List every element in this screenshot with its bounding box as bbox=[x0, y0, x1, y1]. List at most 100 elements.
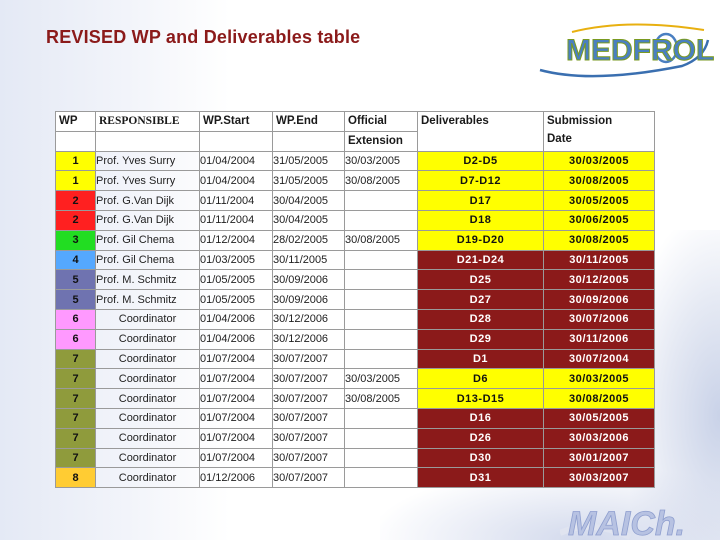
wp-end-cell: 30/09/2006 bbox=[272, 289, 345, 310]
responsible-cell: Coordinator bbox=[95, 427, 200, 449]
submission-date-cell: 30/03/2005 bbox=[543, 150, 655, 172]
header-wp-end: WP.End bbox=[272, 111, 345, 132]
wp-end-cell: 30/07/2007 bbox=[272, 407, 345, 429]
wp-start-cell: 01/04/2006 bbox=[199, 308, 273, 330]
submission-date-cell: 30/08/2005 bbox=[543, 229, 655, 251]
wp-cell: 7 bbox=[55, 407, 96, 429]
wp-end-cell: 31/05/2005 bbox=[272, 170, 345, 192]
wp-end-cell: 30/07/2007 bbox=[272, 447, 345, 469]
table-row: 1 Prof. Yves Surry 01/04/2004 31/05/2005 30/… bbox=[55, 150, 655, 172]
responsible-cell: Coordinator bbox=[95, 308, 200, 330]
header-responsible: RESPONSIBLE bbox=[95, 111, 200, 132]
header-deliverables: Deliverables bbox=[417, 111, 544, 152]
table-row: 4 Prof. Gil Chema 01/03/2005 30/11/2005 D21-… bbox=[55, 249, 655, 271]
wp-cell: 1 bbox=[55, 170, 96, 192]
wp-end-cell: 30/04/2005 bbox=[272, 209, 345, 231]
wp-cell: 1 bbox=[55, 150, 96, 172]
deliverables-cell: D29 bbox=[417, 328, 544, 350]
wp-cell: 3 bbox=[55, 229, 96, 251]
wp-end-cell: 30/07/2007 bbox=[272, 348, 345, 370]
wp-end-cell: 30/12/2006 bbox=[272, 308, 345, 330]
table-row: 7 Coordinator 01/07/2004 30/07/2007 D16 30/05… bbox=[55, 407, 655, 429]
responsible-cell: Prof. M. Schmitz bbox=[95, 269, 200, 291]
maich-logo: MAICh. bbox=[560, 505, 685, 540]
submission-date-cell: 30/07/2006 bbox=[543, 308, 655, 330]
deliverables-cell: D18 bbox=[417, 209, 544, 231]
table-row: 7 Coordinator 01/07/2004 30/07/2007 D1 30/07/… bbox=[55, 348, 655, 370]
header-wp-start: WP.Start bbox=[199, 111, 273, 132]
wp-end-cell: 30/04/2005 bbox=[272, 190, 345, 211]
table-row: 8 Coordinator 01/12/2006 30/07/2007 D31 30/03… bbox=[55, 467, 655, 489]
wp-start-cell: 01/05/2005 bbox=[199, 269, 273, 291]
header-empty-wp bbox=[55, 130, 96, 152]
wp-start-cell: 01/07/2004 bbox=[199, 368, 273, 390]
extension-cell: 30/08/2005 bbox=[344, 388, 418, 409]
wp-cell: 6 bbox=[55, 328, 96, 350]
wp-start-cell: 01/07/2004 bbox=[199, 407, 273, 429]
submission-date-cell: 30/06/2005 bbox=[543, 209, 655, 231]
deliverables-cell: D6 bbox=[417, 368, 544, 390]
deliverables-cell: D7-D12 bbox=[417, 170, 544, 192]
table-row: 7 Coordinator 01/07/2004 30/07/2007 30/03/20… bbox=[55, 368, 655, 390]
extension-cell bbox=[344, 467, 418, 489]
wp-end-cell: 30/07/2007 bbox=[272, 427, 345, 449]
wp-cell: 7 bbox=[55, 447, 96, 469]
responsible-cell: Prof. M. Schmitz bbox=[95, 289, 200, 310]
slide-title: REVISED WP and Deliverables table bbox=[46, 27, 361, 47]
table-row: 5 Prof. M. Schmitz 01/05/2005 30/09/2006 D25… bbox=[55, 269, 655, 291]
wp-end-cell: 30/12/2006 bbox=[272, 328, 345, 350]
header-row-1: WP RESPONSIBLE WP.Start WP.End Official … bbox=[55, 111, 655, 152]
deliverables-cell: D31 bbox=[417, 467, 544, 489]
deliverables-cell: D25 bbox=[417, 269, 544, 291]
table-row: 3 Prof. Gil Chema 01/12/2004 28/02/2005 30/0… bbox=[55, 229, 655, 251]
wp-end-cell: 30/11/2005 bbox=[272, 249, 345, 271]
wp-start-cell: 01/11/2004 bbox=[199, 209, 273, 231]
logo-wordmark: MEDFROL bbox=[566, 34, 714, 67]
wp-start-cell: 01/04/2006 bbox=[199, 328, 273, 350]
table-row: 2 Prof. G.Van Dijk 01/11/2004 30/04/2005 D18… bbox=[55, 209, 655, 231]
deliverables-cell: D1 bbox=[417, 348, 544, 370]
deliverables-cell: D27 bbox=[417, 289, 544, 310]
header-empty-end bbox=[272, 130, 345, 152]
responsible-cell: Coordinator bbox=[95, 407, 200, 429]
wp-cell: 8 bbox=[55, 467, 96, 489]
table-row: 2 Prof. G.Van Dijk 01/11/2004 30/04/2005 D17… bbox=[55, 190, 655, 211]
deliverables-cell: D28 bbox=[417, 308, 544, 330]
wp-cell: 7 bbox=[55, 368, 96, 390]
submission-date-cell: 30/01/2007 bbox=[543, 447, 655, 469]
extension-cell: 30/03/2005 bbox=[344, 368, 418, 390]
header-extension: Extension bbox=[344, 130, 418, 152]
table-row: 1 Prof. Yves Surry 01/04/2004 31/05/2005 30/… bbox=[55, 170, 655, 192]
logo-wave-icon bbox=[560, 523, 632, 540]
deliverables-cell: D13-D15 bbox=[417, 388, 544, 409]
responsible-cell: Prof. Gil Chema bbox=[95, 229, 200, 251]
deliverables-cell: D16 bbox=[417, 407, 544, 429]
wp-start-cell: 01/05/2005 bbox=[199, 289, 273, 310]
submission-date-cell: 30/08/2005 bbox=[543, 170, 655, 192]
wp-cell: 5 bbox=[55, 269, 96, 291]
submission-date-cell: 30/11/2005 bbox=[543, 249, 655, 271]
table-row: 6 Coordinator 01/04/2006 30/12/2006 D28 30/07… bbox=[55, 308, 655, 330]
submission-date-cell: 30/03/2007 bbox=[543, 467, 655, 489]
deliverables-cell: D17 bbox=[417, 190, 544, 211]
submission-date-cell: 30/08/2005 bbox=[543, 388, 655, 409]
extension-cell bbox=[344, 269, 418, 291]
wp-end-cell: 30/07/2007 bbox=[272, 368, 345, 390]
wp-start-cell: 01/07/2004 bbox=[199, 388, 273, 409]
responsible-cell: Coordinator bbox=[95, 447, 200, 469]
submission-date-cell: 30/09/2006 bbox=[543, 289, 655, 310]
responsible-cell: Prof. Gil Chema bbox=[95, 249, 200, 271]
submission-date-cell: 30/05/2005 bbox=[543, 190, 655, 211]
wp-end-cell: 30/09/2006 bbox=[272, 269, 345, 291]
extension-cell bbox=[344, 427, 418, 449]
table-row: 7 Coordinator 01/07/2004 30/07/2007 D26 30/03… bbox=[55, 427, 655, 449]
deliverables-cell: D2-D5 bbox=[417, 150, 544, 172]
header-wp: WP bbox=[55, 111, 96, 132]
submission-date-cell: 30/05/2005 bbox=[543, 407, 655, 429]
submission-date-cell: 30/12/2005 bbox=[543, 269, 655, 291]
table-body: 1 Prof. Yves Surry 01/04/2004 31/05/2005 30/… bbox=[55, 150, 655, 489]
table-row: 7 Coordinator 01/07/2004 30/07/2007 D30 30/01… bbox=[55, 447, 655, 469]
wp-start-cell: 01/03/2005 bbox=[199, 249, 273, 271]
extension-cell bbox=[344, 308, 418, 330]
header-row-2: Extension bbox=[55, 130, 655, 152]
